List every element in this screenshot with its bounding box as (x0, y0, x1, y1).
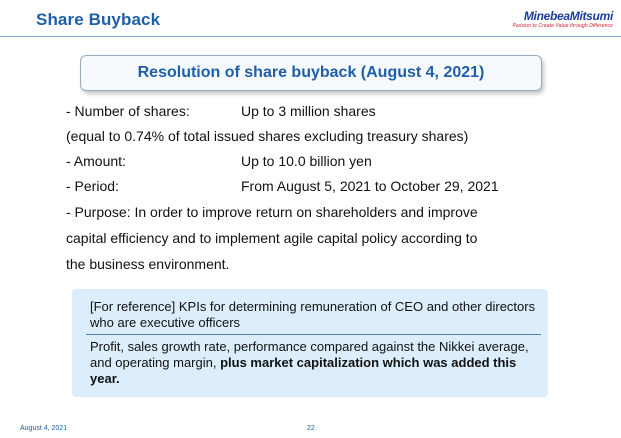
slide-title: Share Buyback (36, 10, 161, 29)
resolution-heading: Resolution of share buyback (August 4, 2… (137, 64, 485, 81)
purpose-line-2: capital efficiency and to implement agil… (66, 230, 478, 246)
shares-note: (equal to 0.74% of total issued shares e… (66, 128, 469, 144)
reference-body-text: Profit, sales growth rate, performance c… (90, 339, 529, 370)
amount-value: Up to 10.0 billion yen (241, 153, 372, 169)
purpose-line-3: the business environment. (66, 256, 230, 272)
reference-divider (86, 334, 541, 335)
shares-label: - Number of shares: (66, 103, 190, 119)
logo-tagline: Passion to Create Value through Differen… (512, 23, 613, 29)
shares-value: Up to 3 million shares (241, 103, 376, 119)
amount-label: - Amount: (66, 153, 126, 169)
title-divider (0, 36, 621, 37)
shares-row: - Number of shares: Up to 3 million shar… (66, 103, 376, 119)
purpose-line-1: - Purpose: In order to improve return on… (66, 204, 478, 220)
amount-row: - Amount: Up to 10.0 billion yen (66, 153, 372, 169)
period-label: - Period: (66, 178, 119, 194)
period-value: From August 5, 2021 to October 29, 2021 (241, 178, 499, 194)
logo-name: MinebeaMitsumi (523, 9, 613, 23)
resolution-heading-box: Resolution of share buyback (August 4, 2… (80, 55, 542, 91)
reference-body-emphasis: plus market capitalization which was add… (90, 355, 517, 386)
period-row: - Period: From August 5, 2021 to October… (66, 178, 499, 194)
reference-body: Profit, sales growth rate, performance c… (90, 339, 540, 387)
page-number: 22 (307, 425, 315, 432)
reference-note-box (72, 289, 548, 397)
reference-heading: [For reference] KPIs for determining rem… (90, 299, 536, 330)
footer-date: August 4, 2021 (20, 425, 68, 432)
company-logo: MinebeaMitsumi Passion to Create Value t… (512, 9, 614, 29)
